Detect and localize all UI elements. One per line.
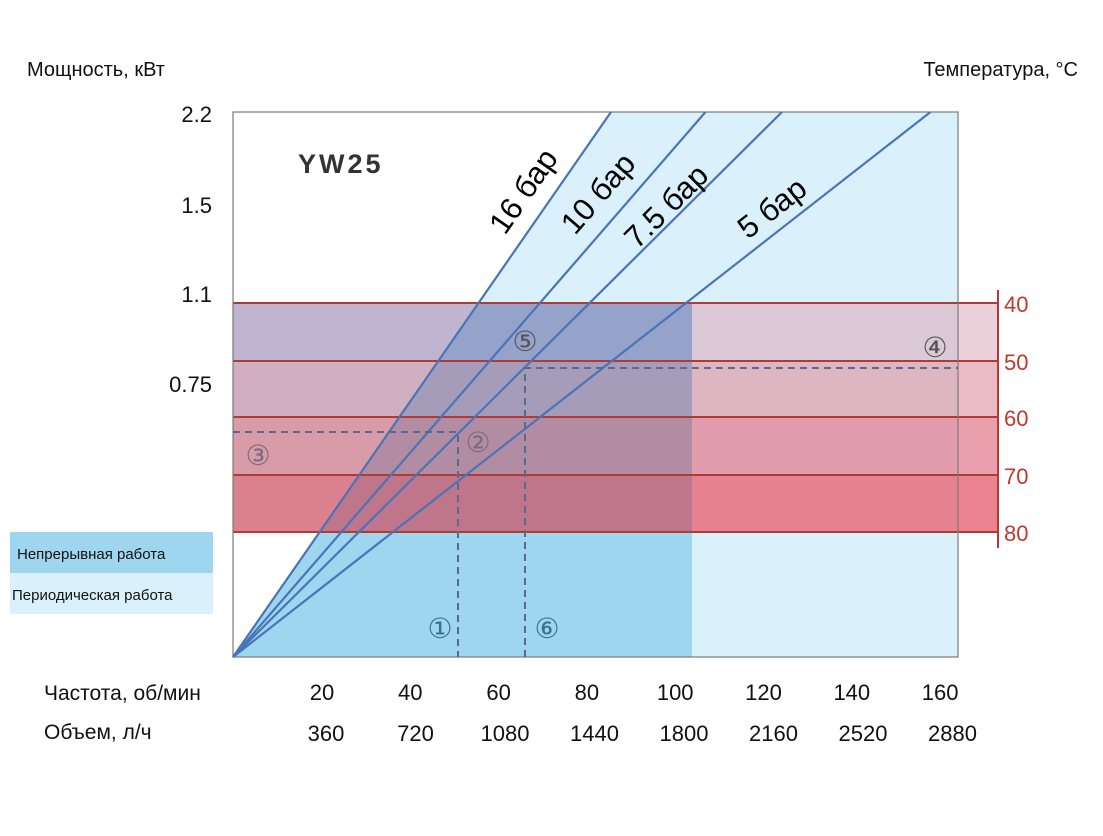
x-tick-rpm: 100 [657, 680, 694, 705]
legend-swatch [10, 532, 213, 573]
x-tick-rpm: 80 [575, 680, 599, 705]
temp-band-intermittent-3 [692, 475, 958, 532]
chart-title: YW25 [298, 149, 384, 179]
temp-band-continuous-3 [233, 475, 692, 532]
marker-1: ① [427, 612, 452, 645]
x-tick-volume: 360 [308, 721, 345, 746]
y-tick-label: 1.1 [181, 282, 212, 307]
pressure-lines [232, 111, 932, 658]
x-tick-rpm: 160 [922, 680, 959, 705]
x-tick-volume: 1080 [481, 721, 530, 746]
temp-band-continuous-2 [233, 417, 692, 475]
temp-band-scale-3 [958, 475, 998, 532]
series-line-3 [232, 111, 932, 658]
x-tick-rpm: 120 [745, 680, 782, 705]
temp-band-intermittent-2 [692, 417, 958, 475]
x-tick-volume: 2880 [928, 721, 977, 746]
y-tick-label: 2.2 [181, 102, 212, 127]
legend-label: Непрерывная работа [17, 546, 166, 563]
x-axis-title-rpm: Частота, об/мин [44, 682, 201, 705]
temp-band-intermittent-1 [692, 361, 958, 417]
legend: Непрерывная работа Периодическая работа [10, 532, 213, 614]
x-tick-volume: 1800 [660, 721, 709, 746]
temp-tick-label: 80 [1004, 521, 1028, 546]
series-line-2 [232, 111, 783, 658]
y-tick-label: 0.75 [169, 372, 212, 397]
temperature-bands [233, 302, 998, 533]
x-tick-labels: 20 40 60 80 100 120 140 160 360 720 1080 1440 1800 21… [308, 680, 977, 746]
marker-4: ④ [922, 331, 947, 364]
temp-tick-label: 40 [1004, 292, 1028, 317]
guide-path-2 [524, 367, 958, 657]
dashed-guides [233, 367, 958, 657]
x-tick-volume: 1440 [570, 721, 619, 746]
y-axis-title: Мощность, кВт [27, 59, 165, 81]
x-tick-rpm: 20 [310, 680, 334, 705]
temp-band-scale-0 [958, 303, 998, 361]
x-tick-volume: 2520 [839, 721, 888, 746]
marker-2: ② [465, 426, 490, 459]
temp-band-scale-1 [958, 361, 998, 417]
temp-tick-label: 70 [1004, 464, 1028, 489]
series-line-0 [232, 111, 612, 658]
temp-band-continuous-1 [233, 361, 692, 417]
plot-frame [232, 111, 959, 658]
x-axis-title-volume: Объем, л/ч [44, 721, 152, 744]
x-tick-rpm: 40 [398, 680, 422, 705]
marker-3: ③ [245, 439, 270, 472]
y-tick-labels: 2.2 1.5 1.1 0.75 [169, 102, 212, 397]
x-tick-rpm: 140 [833, 680, 870, 705]
temp-tick-label: 60 [1004, 406, 1028, 431]
y-tick-label: 1.5 [181, 193, 212, 218]
temp-band-scale-2 [958, 417, 998, 475]
marker-labels: ① ② ③ ④ ⑤ ⑥ [245, 325, 947, 645]
legend-swatch [10, 573, 213, 614]
temp-band-continuous-0 [233, 303, 692, 361]
x-tick-rpm: 60 [486, 680, 510, 705]
legend-label: Периодическая работа [12, 587, 173, 604]
marker-5: ⑤ [512, 325, 537, 358]
temperature-axis: 40 50 60 70 80 [997, 290, 1028, 548]
x-tick-volume: 720 [397, 721, 434, 746]
temp-band-intermittent-0 [692, 303, 958, 361]
y2-axis-title: Температура, °C [923, 59, 1078, 81]
series-line-1 [232, 111, 707, 658]
temp-tick-label: 50 [1004, 350, 1028, 375]
marker-6: ⑥ [534, 612, 559, 645]
guide-path-1 [233, 431, 459, 657]
x-tick-volume: 2160 [749, 721, 798, 746]
